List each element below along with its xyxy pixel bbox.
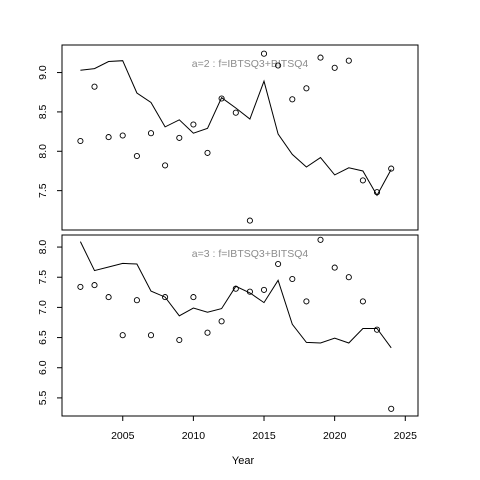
panel-2-data-point bbox=[317, 236, 324, 243]
x-tick-label: 2005 bbox=[111, 430, 135, 442]
panel-2-data-point bbox=[204, 329, 211, 336]
panel-1-data-point bbox=[105, 134, 112, 141]
panel-2-y-tick-label: 7.5 bbox=[37, 270, 49, 285]
panel-2-data-point bbox=[77, 283, 84, 290]
panel-1-data-point bbox=[176, 134, 183, 141]
panel-1-data-point bbox=[331, 64, 338, 71]
panel-2-data-point bbox=[345, 274, 352, 281]
panel-2-data-point bbox=[388, 405, 395, 412]
panel-1-data-point bbox=[246, 217, 253, 224]
panel-1-data-point bbox=[303, 85, 310, 92]
x-tick-label: 2020 bbox=[323, 430, 347, 442]
panel-2-data-point bbox=[289, 275, 296, 283]
panel-1-data-point bbox=[359, 177, 366, 184]
panel-1-data-point bbox=[147, 130, 155, 137]
panel-1-data-point bbox=[190, 121, 197, 128]
panel-1-data-point bbox=[345, 57, 352, 64]
panel-2-data-point bbox=[373, 326, 381, 333]
panel-1-data-point bbox=[275, 62, 282, 69]
panel-2-data-point bbox=[260, 286, 268, 293]
panel-1-data-point bbox=[373, 189, 381, 196]
panel-1-data-point bbox=[388, 165, 395, 172]
panel-1-fitted-line bbox=[80, 60, 392, 197]
panel-2-data-point bbox=[176, 336, 183, 344]
x-axis-label: Year bbox=[232, 455, 255, 467]
panel-2-data-point bbox=[147, 332, 155, 339]
panel-1-y-tick-label: 9.0 bbox=[37, 65, 49, 80]
panel-2-annotation: a=3 : f=IBTSQ3+BITSQ4 bbox=[192, 248, 309, 260]
panel-1-data-point bbox=[133, 152, 140, 160]
panel-1-data-point bbox=[119, 132, 126, 139]
panel-1-y-tick-label: 8.5 bbox=[37, 104, 49, 119]
panel-1-data-point bbox=[204, 149, 211, 156]
panel-2-data-point bbox=[303, 298, 310, 305]
panel-1-data-point bbox=[232, 109, 239, 116]
panel-2-data-point bbox=[91, 282, 98, 289]
panel-1-data-point bbox=[218, 95, 225, 102]
panel-1-frame bbox=[61, 44, 419, 231]
panel-2-data-point bbox=[190, 294, 197, 301]
panel-1-annotation: a=2 : f=IBTSQ3+BITSQ4 bbox=[192, 58, 309, 70]
panel-2-y-tick-label: 6.5 bbox=[37, 330, 49, 345]
panel-2-data-point bbox=[232, 285, 239, 292]
panel-2-data-point bbox=[359, 298, 366, 305]
panel-1-y-tick-label: 7.5 bbox=[37, 183, 49, 198]
panel-1-data-point bbox=[77, 137, 84, 145]
panel-1-data-point bbox=[317, 54, 324, 61]
panel-2-frame bbox=[61, 234, 419, 417]
panel-2-data-point bbox=[133, 297, 140, 304]
panel-1-data-point bbox=[289, 96, 296, 103]
panel-2-data-point bbox=[105, 294, 112, 301]
panel-2-data-point bbox=[162, 294, 169, 301]
panel-1-data-point bbox=[162, 162, 169, 169]
panel-2-y-tick-label: 5.5 bbox=[37, 390, 49, 405]
panel-2-data-point bbox=[246, 288, 253, 295]
x-tick-label: 2015 bbox=[252, 430, 276, 442]
panel-2-data-point bbox=[119, 332, 126, 339]
panel-2-data-point bbox=[275, 260, 282, 268]
panel-1-y-tick-label: 8.0 bbox=[37, 144, 49, 159]
panel-2-y-tick-label: 6.0 bbox=[37, 360, 49, 375]
panel-1-data-point bbox=[260, 50, 268, 57]
panel-2-y-tick-label: 7.0 bbox=[37, 300, 49, 315]
x-tick-label: 2010 bbox=[182, 430, 206, 442]
panel-2-data-point bbox=[218, 318, 225, 325]
panel-2-y-tick-label: 8.0 bbox=[37, 240, 49, 255]
panel-2-data-point bbox=[331, 264, 338, 271]
x-tick-label: 2025 bbox=[394, 430, 418, 442]
panel-1-data-point bbox=[91, 83, 98, 90]
